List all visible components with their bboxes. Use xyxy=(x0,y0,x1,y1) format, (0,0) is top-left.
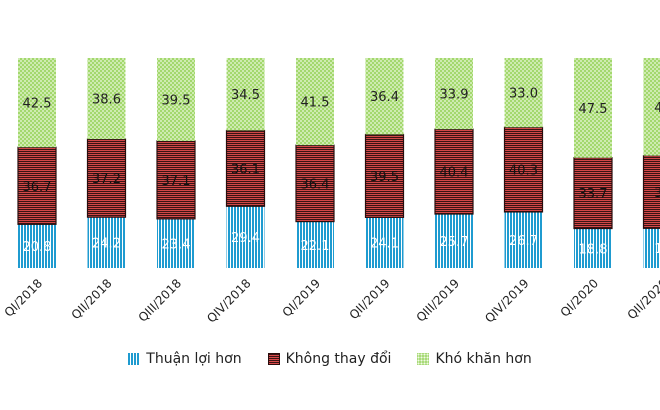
x-tick-label-qiv-2018: QIV/2018 xyxy=(204,276,253,325)
data-label-kho-khan-hon-qii-2020: 46 xyxy=(654,101,660,116)
bar-thuan-loi-hon-qiii-2019 xyxy=(435,214,473,268)
data-label-thuan-loi-hon-qiv-2019: 26.7 xyxy=(509,234,538,249)
data-label-thuan-loi-hon-qi-2019: 22.1 xyxy=(301,239,330,254)
data-label-khong-thay-doi-qi-2019: 36.4 xyxy=(301,177,330,192)
data-label-thuan-loi-hon-qii-2020: 18 xyxy=(654,242,660,257)
bar-khong-thay-doi-qiv-2019 xyxy=(503,126,544,213)
data-label-kho-khan-hon-qii-2019: 36.4 xyxy=(370,90,399,105)
data-label-kho-khan-hon-qiii-2019: 33.9 xyxy=(440,88,469,103)
bar-thuan-loi-hon-qiii-2018 xyxy=(157,218,195,268)
legend-item-khong-thay-doi: Không thay đổi xyxy=(267,351,392,367)
bar-khong-thay-doi-qii-2020 xyxy=(642,155,660,229)
data-label-thuan-loi-hon-qiii-2018: 23.4 xyxy=(162,237,191,252)
x-tick-label-qi-2019: QI/2019 xyxy=(280,276,324,320)
bar-khong-thay-doi-qiv-2018 xyxy=(225,129,266,207)
legend: Thuận lợi hơn Không thay đổi Khó khăn hơ… xyxy=(0,347,660,371)
bar-thuan-loi-hon-qii-2019 xyxy=(365,217,404,268)
data-label-kho-khan-hon-qi-2019: 41.5 xyxy=(301,96,330,111)
legend-swatch-khong-thay-doi xyxy=(267,353,280,365)
x-tick-label-qii-2018: QII/2018 xyxy=(69,276,115,322)
bar-thuan-loi-hon-qiv-2019 xyxy=(504,211,543,268)
legend-label-khong-thay-doi: Không thay đổi xyxy=(285,351,392,367)
data-label-khong-thay-doi-qiii-2018: 37.1 xyxy=(162,174,191,189)
data-label-khong-thay-doi-qii-2020: 34 xyxy=(654,186,660,201)
data-label-kho-khan-hon-qiii-2018: 39.5 xyxy=(162,93,191,108)
bar-kho-khan-hon-qii-2018 xyxy=(87,58,126,140)
bar-khong-thay-doi-qiii-2018 xyxy=(156,140,196,220)
data-label-thuan-loi-hon-qi-2020: 18.8 xyxy=(579,242,608,257)
data-label-kho-khan-hon-qiv-2019: 33.0 xyxy=(509,87,538,102)
bar-kho-khan-hon-qiv-2019 xyxy=(504,58,543,128)
bar-khong-thay-doi-qii-2019 xyxy=(364,133,405,218)
bar-kho-khan-hon-qii-2020 xyxy=(643,58,660,156)
bar-kho-khan-hon-qi-2018 xyxy=(18,58,56,148)
bar-khong-thay-doi-qi-2020 xyxy=(573,157,613,230)
bar-thuan-loi-hon-qii-2018 xyxy=(87,217,126,268)
legend-item-kho-khan-hon: Khó khăn hơn xyxy=(417,351,532,367)
bar-kho-khan-hon-qi-2019 xyxy=(296,58,334,146)
data-label-kho-khan-hon-qii-2018: 38.6 xyxy=(92,93,121,108)
legend-label-thuan-loi-hon: Thuận lợi hơn xyxy=(146,351,242,367)
data-label-khong-thay-doi-qi-2020: 33.7 xyxy=(579,187,608,202)
bar-thuan-loi-hon-qi-2018 xyxy=(18,224,56,268)
bar-kho-khan-hon-qii-2019 xyxy=(365,58,404,135)
data-label-thuan-loi-hon-qiv-2018: 29.4 xyxy=(231,231,260,246)
x-tick-label-qii-2019: QII/2019 xyxy=(347,276,393,322)
data-label-khong-thay-doi-qii-2018: 37.2 xyxy=(92,172,121,187)
x-tick-label-qi-2018: QI/2018 xyxy=(2,276,46,320)
bar-khong-thay-doi-qi-2019 xyxy=(295,144,335,223)
data-label-kho-khan-hon-qiv-2018: 34.5 xyxy=(231,88,260,103)
data-label-khong-thay-doi-qii-2019: 39.5 xyxy=(370,170,399,185)
data-label-khong-thay-doi-qiv-2018: 36.1 xyxy=(231,162,260,177)
legend-swatch-thuan-loi-hon xyxy=(128,353,141,365)
data-label-thuan-loi-hon-qii-2018: 24.2 xyxy=(92,237,121,252)
data-label-thuan-loi-hon-qiii-2019: 25.7 xyxy=(440,235,469,250)
bar-thuan-loi-hon-qiv-2018 xyxy=(226,206,265,268)
x-tick-label-qi-2020: QI/2020 xyxy=(558,276,602,320)
bar-kho-khan-hon-qiii-2019 xyxy=(435,58,473,130)
bar-thuan-loi-hon-qii-2020 xyxy=(643,228,660,268)
bar-khong-thay-doi-qii-2018 xyxy=(86,138,127,218)
data-label-thuan-loi-hon-qii-2019: 24.1 xyxy=(370,237,399,252)
bar-khong-thay-doi-qi-2018 xyxy=(17,146,57,225)
x-tick-label-qiv-2019: QIV/2019 xyxy=(482,276,531,325)
x-axis-labels: QI/2018 QII/2018 QIII/2018 QIV/2018 QI/2019 Q… xyxy=(2,276,660,325)
bar-thuan-loi-hon-qi-2019 xyxy=(296,221,334,268)
data-label-kho-khan-hon-qi-2020: 47.5 xyxy=(579,102,608,117)
bar-kho-khan-hon-qiii-2018 xyxy=(157,58,195,141)
bar-thuan-loi-hon-qi-2020 xyxy=(574,228,612,268)
data-label-kho-khan-hon-qi-2018: 42.5 xyxy=(23,97,52,112)
x-tick-label-qiii-2018: QIII/2018 xyxy=(136,276,185,325)
bar-kho-khan-hon-qi-2020 xyxy=(574,58,612,158)
x-tick-label-qii-2020: QII/2020 xyxy=(625,276,660,322)
data-label-khong-thay-doi-qiv-2019: 40.3 xyxy=(509,164,538,179)
legend-label-kho-khan-hon: Khó khăn hơn xyxy=(435,351,532,367)
data-label-khong-thay-doi-qi-2018: 36.7 xyxy=(23,180,52,195)
legend-swatch-kho-khan-hon xyxy=(417,353,430,365)
bars-layer: 20.8 36.7 42.5 24.2 37.2 38.6 23.4 37.1 39.5 29.4… xyxy=(17,58,660,268)
legend-item-thuan-loi-hon: Thuận lợi hơn xyxy=(128,351,242,367)
bar-kho-khan-hon-qiv-2018 xyxy=(226,58,265,131)
data-label-thuan-loi-hon-qi-2018: 20.8 xyxy=(23,240,52,255)
data-label-khong-thay-doi-qiii-2019: 40.4 xyxy=(440,166,469,181)
x-tick-label-qiii-2019: QIII/2019 xyxy=(414,276,463,325)
